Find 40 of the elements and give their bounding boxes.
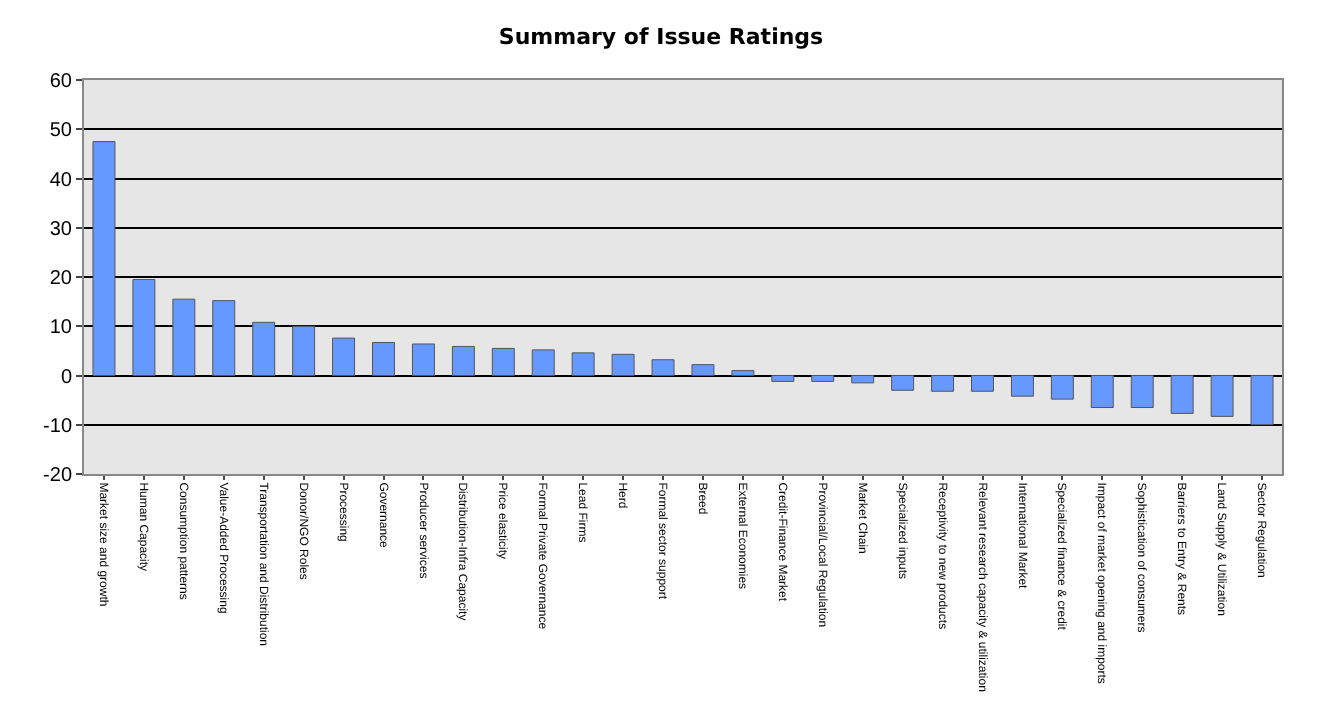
bar xyxy=(1130,375,1154,409)
y-tick-label: -10 xyxy=(43,415,73,438)
bar xyxy=(1050,375,1074,400)
bar xyxy=(931,375,955,392)
bar xyxy=(451,345,475,376)
bar xyxy=(332,337,356,376)
bar xyxy=(212,300,236,376)
bar xyxy=(651,359,675,376)
bar xyxy=(1250,375,1274,426)
y-tick-label: 40 xyxy=(49,169,73,192)
y-tick-label: 30 xyxy=(49,218,73,241)
y-tick-label: 10 xyxy=(49,317,73,340)
bar xyxy=(811,375,835,382)
bar xyxy=(571,352,595,376)
bar xyxy=(252,321,276,376)
bar xyxy=(411,343,435,376)
bar xyxy=(1090,375,1114,409)
bar xyxy=(1210,375,1234,417)
chart-title: Summary of Issue Ratings xyxy=(498,23,825,50)
bar xyxy=(1010,375,1034,397)
y-tick-label: 0 xyxy=(60,366,73,389)
bar xyxy=(531,349,555,376)
y-tick-label: -20 xyxy=(43,465,73,487)
bar xyxy=(691,364,715,376)
y-tick-label: 60 xyxy=(49,71,73,93)
bar xyxy=(611,353,635,376)
bar xyxy=(372,342,395,376)
bar xyxy=(172,298,196,376)
bar xyxy=(1170,375,1194,414)
bar xyxy=(851,375,875,384)
bar xyxy=(92,141,116,376)
bar xyxy=(971,375,994,392)
bar xyxy=(771,375,795,382)
bar xyxy=(731,370,755,376)
y-tick-label: 20 xyxy=(49,268,73,290)
bar xyxy=(292,325,316,376)
y-tick-label: 50 xyxy=(49,120,73,143)
bar xyxy=(132,278,156,376)
bar xyxy=(491,347,515,376)
bar xyxy=(891,375,915,391)
